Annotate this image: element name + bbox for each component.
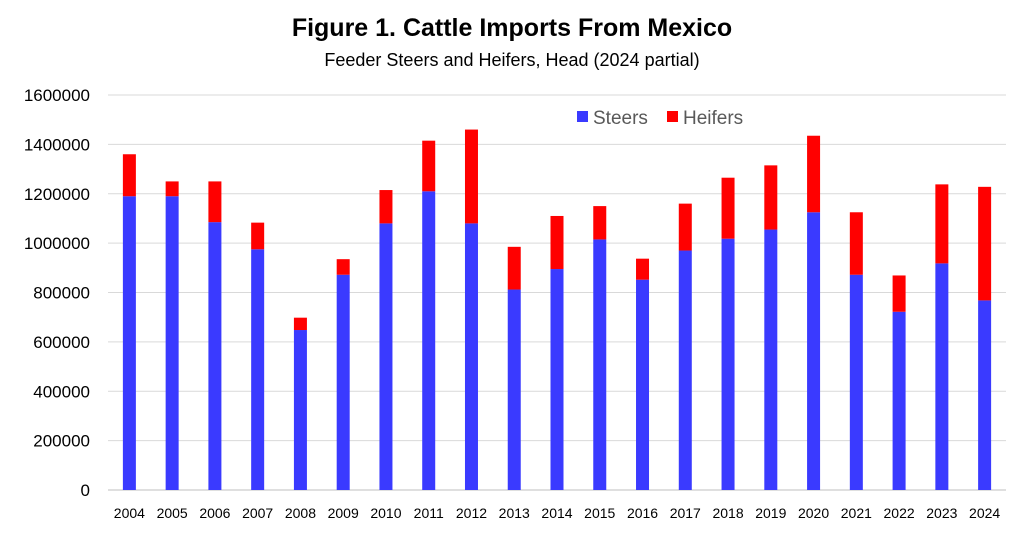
x-tick-label: 2007	[242, 505, 273, 521]
bar-steers-2020	[807, 212, 821, 490]
x-tick-label: 2011	[414, 505, 444, 521]
bar-steers-2009	[336, 274, 350, 490]
x-tick-label: 2012	[456, 505, 487, 521]
legend-swatch-heifers	[667, 111, 678, 122]
y-axis-ticks: 0 200000 400000 600000 800000 1000000 1200000 1…	[24, 86, 90, 500]
bar-steers-2008	[293, 330, 307, 490]
bar-heifers-2009	[336, 259, 350, 275]
bar-heifers-2019	[764, 165, 778, 230]
bar-steers-2010	[379, 223, 393, 490]
x-tick-label: 2005	[157, 505, 188, 521]
bar-heifers-2006	[208, 181, 222, 223]
chart-title: Figure 1. Cattle Imports From Mexico	[292, 14, 732, 42]
legend-swatch-steers	[577, 111, 588, 122]
bar-heifers-2004	[122, 154, 136, 197]
bar-steers-2007	[251, 249, 265, 490]
bar-heifers-2022	[892, 275, 906, 312]
bar-steers-2023	[935, 263, 949, 490]
bar-steers-2019	[764, 229, 778, 490]
chart-subtitle: Feeder Steers and Heifers, Head (2024 pa…	[324, 50, 699, 70]
x-tick-label: 2023	[926, 505, 957, 521]
x-tick-label: 2013	[499, 505, 530, 521]
bar-steers-2012	[464, 223, 478, 490]
x-tick-label: 2024	[969, 505, 1000, 521]
bar-steers-2013	[507, 289, 521, 490]
bar-steers-2016	[636, 279, 650, 490]
y-tick-label: 0	[81, 481, 90, 500]
x-tick-label: 2022	[884, 505, 915, 521]
bar-steers-2004	[122, 196, 136, 490]
x-tick-label: 2006	[199, 505, 230, 521]
y-tick-label: 1000000	[24, 234, 90, 253]
bar-heifers-2007	[251, 222, 265, 250]
bar-heifers-2008	[293, 317, 307, 331]
y-tick-label: 1200000	[24, 185, 90, 204]
y-tick-label: 1600000	[24, 86, 90, 105]
bar-heifers-2012	[464, 129, 478, 224]
bar-steers-2018	[721, 238, 735, 490]
bar-steers-2021	[849, 274, 863, 490]
x-tick-label: 2010	[370, 505, 401, 521]
bar-heifers-2014	[550, 215, 564, 270]
x-tick-label: 2016	[627, 505, 658, 521]
bar-heifers-2023	[935, 184, 949, 264]
x-tick-label: 2019	[755, 505, 786, 521]
y-tick-label: 200000	[33, 432, 90, 451]
x-tick-label: 2020	[798, 505, 829, 521]
y-tick-label: 800000	[33, 284, 90, 303]
bar-heifers-2010	[379, 190, 393, 224]
x-tick-label: 2017	[670, 505, 701, 521]
bar-steers-2017	[678, 250, 692, 490]
legend-label-steers: Steers	[593, 108, 648, 129]
x-tick-label: 2004	[114, 505, 145, 521]
bar-heifers-2016	[636, 258, 650, 280]
x-tick-label: 2018	[712, 505, 743, 521]
bars	[122, 129, 992, 490]
bar-heifers-2021	[849, 212, 863, 275]
x-axis-ticks: 2004 2005 2006 2007 2008 2009 2010 2011 2012 2013…	[114, 505, 1001, 521]
bar-steers-2014	[550, 269, 564, 490]
bar-heifers-2013	[507, 246, 521, 290]
legend-label-heifers: Heifers	[683, 108, 743, 129]
bar-heifers-2018	[721, 177, 735, 239]
x-tick-label: 2015	[584, 505, 615, 521]
bar-heifers-2011	[422, 140, 436, 192]
y-tick-label: 400000	[33, 382, 90, 401]
bar-heifers-2017	[678, 203, 692, 251]
y-tick-label: 1400000	[24, 135, 90, 154]
bar-steers-2024	[978, 300, 992, 490]
x-tick-label: 2014	[541, 505, 572, 521]
bar-heifers-2015	[593, 206, 607, 240]
bar-heifers-2024	[978, 186, 992, 301]
bar-heifers-2005	[165, 181, 179, 197]
x-tick-label: 2021	[841, 505, 872, 521]
bar-steers-2005	[165, 196, 179, 490]
x-tick-label: 2008	[285, 505, 316, 521]
bar-steers-2006	[208, 222, 222, 490]
bar-steers-2011	[422, 191, 436, 490]
bar-steers-2015	[593, 239, 607, 490]
bar-steers-2022	[892, 311, 906, 490]
x-tick-label: 2009	[328, 505, 359, 521]
bar-heifers-2020	[807, 135, 821, 213]
legend: Steers Heifers	[577, 108, 743, 129]
y-tick-label: 600000	[33, 333, 90, 352]
